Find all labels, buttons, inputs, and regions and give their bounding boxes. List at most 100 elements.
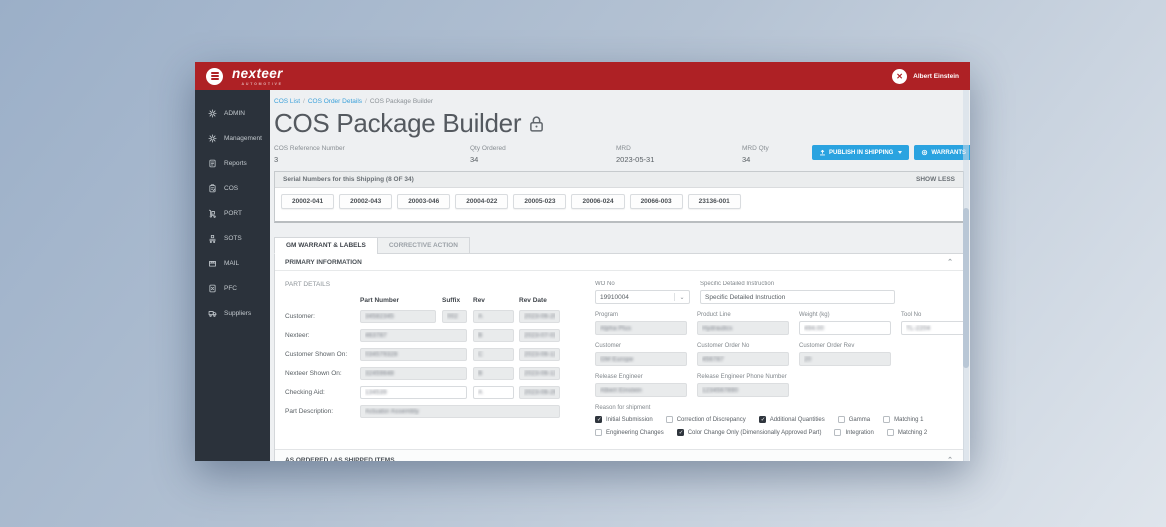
checking-aid-rev-date-input xyxy=(519,386,560,399)
sidebar-item-management[interactable]: Management xyxy=(195,126,270,151)
show-less-link[interactable]: SHOW LESS xyxy=(915,176,955,183)
field-label: Specific Detailed Instruction xyxy=(700,281,775,287)
sidebar-item-label: PORT xyxy=(224,210,242,217)
scrollbar-thumb[interactable] xyxy=(963,208,969,368)
checkbox-icon xyxy=(883,416,891,423)
meta-label: MRD Qty xyxy=(742,145,769,152)
checkbox-integration[interactable]: Integration xyxy=(834,429,874,436)
part-details-section: PART DETAILS Part Number Suffix Rev Rev … xyxy=(285,281,570,449)
checkbox-gamma[interactable]: Gamma xyxy=(837,416,871,423)
sidebar-item-sots[interactable]: SOTS xyxy=(195,226,270,251)
serial-chip[interactable]: 23136-001 xyxy=(687,194,741,209)
part-row-part-description: Part Description: xyxy=(285,405,570,418)
checkbox-label: Matching 2 xyxy=(897,429,928,436)
customer-part-number-input xyxy=(360,310,436,323)
serial-chip[interactable]: 20002-041 xyxy=(281,194,335,209)
collapse-chevron-icon[interactable]: ⌃ xyxy=(947,258,953,266)
serial-chip[interactable]: 20066-003 xyxy=(629,194,683,209)
meta-value: 34 xyxy=(742,155,751,164)
app-window: nexteer AUTOMOTIVE ✕ Albert Einstein ADM… xyxy=(195,62,970,461)
sidebar-item-pfc[interactable]: PFC xyxy=(195,276,270,301)
truck-icon xyxy=(208,311,217,317)
app-header: nexteer AUTOMOTIVE ✕ Albert Einstein xyxy=(195,62,970,90)
sidebar-item-mail[interactable]: MAIL xyxy=(195,251,270,276)
meta-qty-ordered: Qty Ordered 34 xyxy=(470,145,616,164)
checkbox-additional-quantities[interactable]: Additional Quantities xyxy=(758,416,825,424)
field-label: Customer Order No xyxy=(697,343,750,349)
checkbox-correction-of-discrepancy[interactable]: Correction of Discrepancy xyxy=(665,416,746,423)
breadcrumb: COS List / COS Order Details / COS Package B… xyxy=(274,98,964,105)
collapse-chevron-icon[interactable]: ⌃ xyxy=(947,456,953,462)
program-input xyxy=(595,321,687,335)
field-label: Tool No xyxy=(901,312,922,318)
vertical-scrollbar[interactable] xyxy=(963,90,969,461)
wo-no-select[interactable]: 19910004 ⌄ xyxy=(595,290,690,304)
sidebar-item-port[interactable]: PORT xyxy=(195,201,270,226)
hamburger-menu-icon[interactable] xyxy=(206,67,223,85)
release-engineer-phone-input xyxy=(697,383,789,397)
sidebar-item-label: COS xyxy=(224,185,239,192)
checkbox-label: Correction of Discrepancy xyxy=(676,416,746,423)
order-meta: COS Reference Number 3 Qty Ordered 34 MR… xyxy=(274,145,812,164)
checkbox-label: Gamma xyxy=(848,416,871,423)
serial-chip[interactable]: 20003-046 xyxy=(397,194,451,209)
serial-chip[interactable]: 20005-023 xyxy=(513,194,567,209)
sidebar-item-label: Suppliers xyxy=(224,310,252,317)
field-label: Program xyxy=(595,312,619,318)
breadcrumb-cos-list[interactable]: COS List xyxy=(274,98,301,105)
sidebar-item-suppliers[interactable]: Suppliers xyxy=(195,301,270,326)
field-label: Release Engineer xyxy=(595,374,643,380)
user-menu[interactable]: ✕ Albert Einstein xyxy=(892,68,959,84)
checkbox-engineering-changes[interactable]: Engineering Changes xyxy=(595,429,664,436)
publish-in-shipping-button[interactable]: PUBLISH IN SHIPPING xyxy=(812,145,910,160)
field-label: WO No xyxy=(595,281,615,287)
specific-detailed-instruction-input[interactable] xyxy=(700,290,895,304)
serial-chip[interactable]: 20002-043 xyxy=(339,194,393,209)
sidebar-item-admin[interactable]: ADMIN xyxy=(195,101,270,126)
sidebar-item-label: ADMIN xyxy=(224,110,245,117)
checkbox-icon xyxy=(837,416,845,423)
tab-corrective-action[interactable]: CORRECTIVE ACTION xyxy=(376,237,470,254)
row-label: Nexteer: xyxy=(285,332,310,339)
release-engineer-input xyxy=(595,383,687,397)
weight-input[interactable] xyxy=(799,321,891,335)
serial-chip[interactable]: 20004-022 xyxy=(455,194,509,209)
tab-gm-warrant-labels[interactable]: GM WARRANT & LABELS xyxy=(274,237,378,254)
main-content: COS List / COS Order Details / COS Package B… xyxy=(270,90,970,461)
checkbox-initial-submission[interactable]: Initial Submission xyxy=(595,416,653,424)
serial-chip[interactable]: 20006-024 xyxy=(571,194,625,209)
checking-aid-rev-input[interactable] xyxy=(473,386,514,399)
product-line-field: Product Line xyxy=(697,312,789,335)
checking-aid-part-number-input[interactable] xyxy=(360,386,467,399)
user-avatar-icon[interactable]: ✕ xyxy=(892,68,908,84)
breadcrumb-separator: / xyxy=(303,98,305,105)
part-row-checking-aid: Checking Aid: xyxy=(285,386,570,399)
release-engineer-phone-field: Release Engineer Phone Number xyxy=(697,374,789,397)
product-line-input xyxy=(697,321,789,335)
checkbox-color-change-only[interactable]: Color Change Only (Dimensionally Approve… xyxy=(676,429,821,437)
badge-icon xyxy=(922,149,928,156)
program-field: Program xyxy=(595,312,687,335)
upload-icon xyxy=(819,149,826,156)
meta-mrd: MRD 2023-05-31 xyxy=(616,145,742,164)
nexteer-rev-date-input xyxy=(519,329,560,342)
breadcrumb-cos-order-details[interactable]: COS Order Details xyxy=(307,98,363,105)
checkbox-matching-1[interactable]: Matching 1 xyxy=(883,416,923,423)
part-details-title: PART DETAILS xyxy=(285,281,331,288)
customer-rev-input xyxy=(473,310,514,323)
checkbox-label: Matching 1 xyxy=(894,416,924,423)
sidebar-item-reports[interactable]: Reports xyxy=(195,151,270,176)
nexteer-shown-on-rev-input xyxy=(473,367,514,380)
tab-bar: GM WARRANT & LABELS CORRECTIVE ACTION xyxy=(274,237,964,254)
chevron-down-icon xyxy=(898,151,903,154)
checkbox-label: Additional Quantities xyxy=(769,416,825,423)
warrants-button[interactable]: WARRANTS xyxy=(914,145,970,160)
sidebar-item-cos[interactable]: COS xyxy=(195,176,270,201)
dolly-icon xyxy=(208,209,216,218)
logo-subtext: AUTOMOTIVE xyxy=(241,81,283,86)
sidebar: ADMIN Management Reports COS PORT SOTS xyxy=(195,90,270,461)
checkbox-matching-2[interactable]: Matching 2 xyxy=(886,429,928,436)
tool-no-input[interactable] xyxy=(901,321,963,335)
sidebar-item-label: PFC xyxy=(224,285,237,292)
part-row-customer-shown-on: Customer Shown On: xyxy=(285,348,570,361)
